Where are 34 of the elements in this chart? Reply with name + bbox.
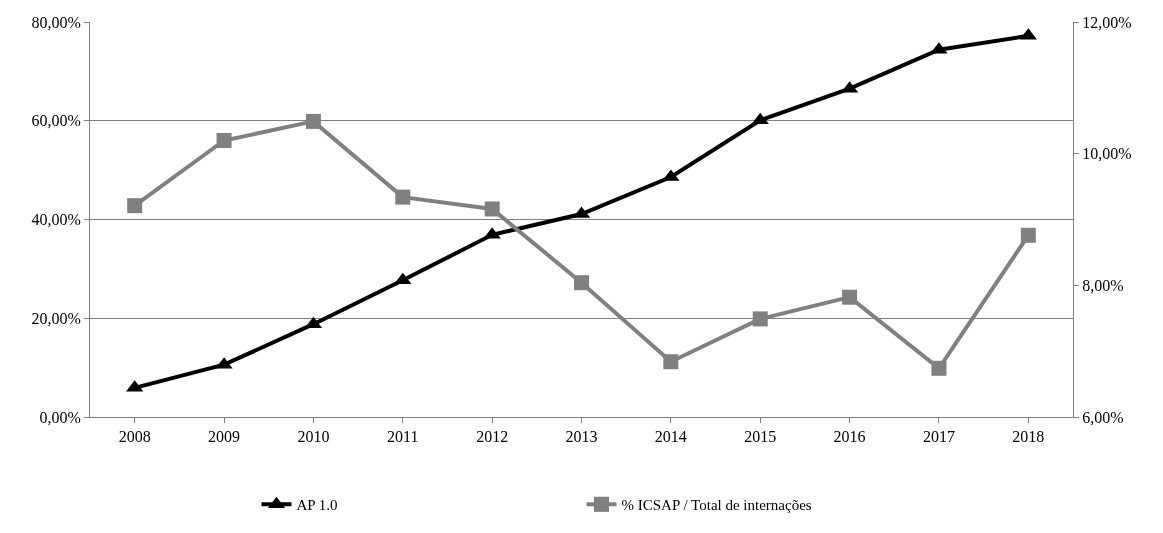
point xyxy=(127,198,143,214)
x-tick-label: 2015 xyxy=(744,428,777,446)
x-tick-label: 2018 xyxy=(1012,428,1045,446)
x-tick-label: 2012 xyxy=(476,428,509,446)
y-tick-label: 40,00% xyxy=(31,211,81,229)
y2-tick-label: 10,00% xyxy=(1082,145,1132,163)
point xyxy=(931,360,947,376)
x-tick-label: 2009 xyxy=(208,428,241,446)
point xyxy=(395,189,411,205)
point xyxy=(305,113,321,129)
point xyxy=(842,289,858,305)
x-tick-label: 2013 xyxy=(565,428,598,446)
x-tick-label: 2010 xyxy=(297,428,330,446)
point xyxy=(751,112,769,125)
y-tick-label: 20,00% xyxy=(31,309,81,327)
y2-tick-label: 12,00% xyxy=(1082,13,1132,31)
point xyxy=(574,275,589,291)
y2-tick-label: 8,00% xyxy=(1082,276,1124,294)
point xyxy=(216,133,232,148)
point xyxy=(663,354,679,370)
x-tick-label: 2014 xyxy=(654,428,687,446)
y-tick-label: 60,00% xyxy=(31,112,81,130)
point xyxy=(752,311,768,327)
x-tick-label: 2016 xyxy=(833,428,866,446)
y2-tick-label: 6,00% xyxy=(1082,408,1124,426)
x-tick-label: 2008 xyxy=(118,428,151,446)
legend-label: % ICSAP / Total de internações xyxy=(621,497,812,514)
y-tick-label: 0,00% xyxy=(39,408,81,426)
point xyxy=(484,201,500,217)
point xyxy=(1020,227,1036,243)
legend-label: AP 1.0 xyxy=(296,497,338,514)
y-tick-label: 80,00% xyxy=(31,13,81,31)
x-tick-label: 2017 xyxy=(922,428,955,446)
x-tick-label: 2011 xyxy=(387,428,419,446)
